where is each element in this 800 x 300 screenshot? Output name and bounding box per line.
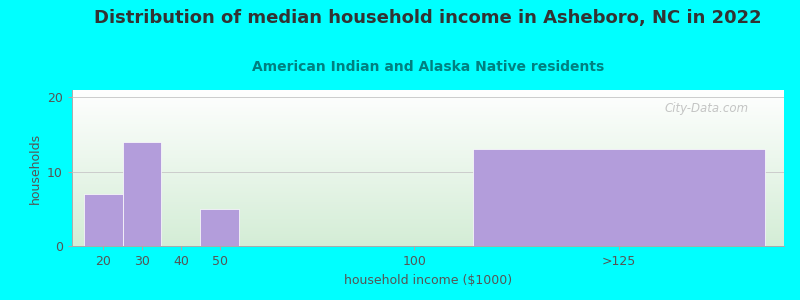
Bar — [84, 194, 122, 246]
Y-axis label: households: households — [29, 132, 42, 204]
Bar — [200, 209, 239, 246]
Text: Distribution of median household income in Asheboro, NC in 2022: Distribution of median household income … — [94, 9, 762, 27]
Text: American Indian and Alaska Native residents: American Indian and Alaska Native reside… — [252, 60, 604, 74]
X-axis label: household income ($1000): household income ($1000) — [344, 274, 512, 286]
Bar — [122, 142, 162, 246]
Text: City-Data.com: City-Data.com — [664, 103, 749, 116]
Bar — [473, 149, 765, 246]
